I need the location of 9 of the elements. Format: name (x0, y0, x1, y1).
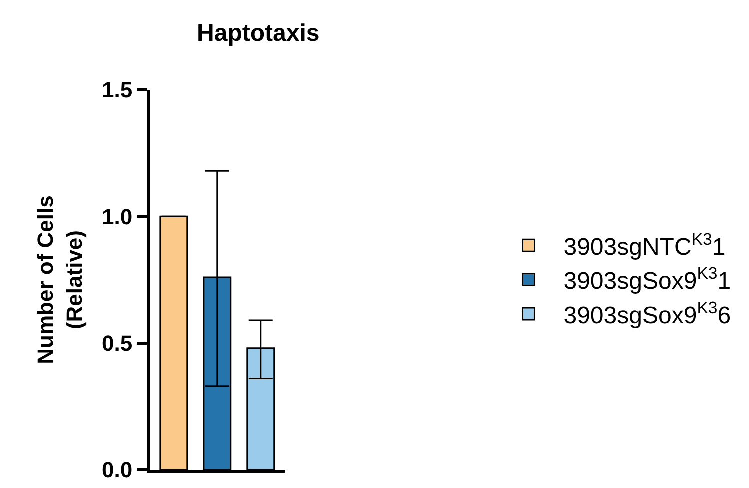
legend-label: 3903sgSox9$^{K3}$6 (564, 298, 732, 330)
y-tick-label: 1.0 (102, 204, 133, 230)
legend-label: 3903sgSox9$^{K3}$1 (564, 264, 732, 296)
y-tick-label: 0.0 (102, 458, 133, 483)
y-axis-title: Number of Cells (Relative) (33, 196, 87, 364)
legend-label: 3903sgNTC$^{K3}$1 (564, 230, 726, 261)
y-tick-label: 0.5 (102, 331, 133, 356)
y-tick-label: 1.5 (102, 78, 133, 103)
chart-title: Haptotaxis (197, 20, 320, 48)
